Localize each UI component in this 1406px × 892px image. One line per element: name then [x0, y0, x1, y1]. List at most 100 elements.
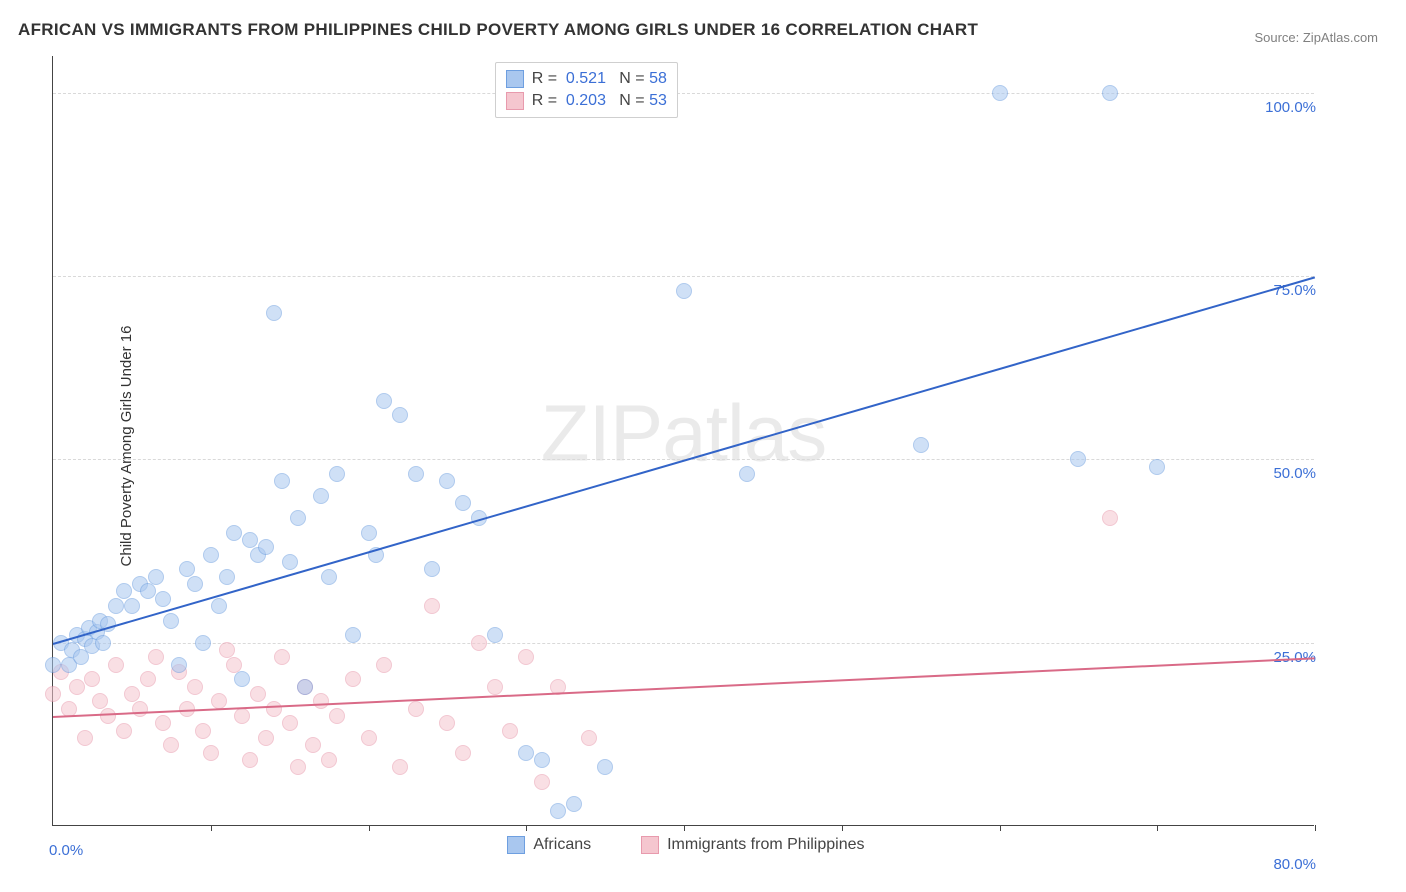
- x-origin-label: 0.0%: [49, 842, 83, 859]
- series-legend-item: Africans: [507, 836, 591, 854]
- data-point: [1102, 510, 1118, 526]
- data-point: [455, 745, 471, 761]
- data-point: [45, 686, 61, 702]
- legend-r-text: R = 0.521 N = 58: [532, 68, 667, 90]
- data-point: [195, 635, 211, 651]
- watermark: ZIPatlas: [541, 387, 826, 479]
- data-point: [226, 525, 242, 541]
- data-point: [203, 547, 219, 563]
- data-point: [408, 701, 424, 717]
- legend-r-text: R = 0.203 N = 53: [532, 90, 667, 112]
- data-point: [211, 598, 227, 614]
- data-point: [219, 642, 235, 658]
- data-point: [676, 283, 692, 299]
- data-point: [219, 569, 235, 585]
- data-point: [155, 715, 171, 731]
- data-point: [95, 635, 111, 651]
- plot-area: ZIPatlas 25.0%50.0%75.0%100.0%0.0%80.0%R…: [52, 56, 1314, 826]
- y-tick-label: 50.0%: [1273, 465, 1316, 482]
- data-point: [424, 561, 440, 577]
- data-point: [124, 598, 140, 614]
- data-point: [329, 466, 345, 482]
- data-point: [392, 759, 408, 775]
- data-point: [290, 759, 306, 775]
- data-point: [108, 598, 124, 614]
- x-tick: [684, 825, 685, 831]
- data-point: [1070, 451, 1086, 467]
- legend-swatch: [506, 70, 524, 88]
- data-point: [258, 730, 274, 746]
- data-point: [913, 437, 929, 453]
- data-point: [739, 466, 755, 482]
- data-point: [234, 708, 250, 724]
- data-point: [502, 723, 518, 739]
- data-point: [108, 657, 124, 673]
- data-point: [116, 723, 132, 739]
- data-point: [69, 679, 85, 695]
- data-point: [274, 473, 290, 489]
- data-point: [282, 554, 298, 570]
- data-point: [203, 745, 219, 761]
- data-point: [100, 708, 116, 724]
- data-point: [124, 686, 140, 702]
- data-point: [518, 745, 534, 761]
- data-point: [321, 752, 337, 768]
- data-point: [1102, 85, 1118, 101]
- data-point: [597, 759, 613, 775]
- x-tick: [369, 825, 370, 831]
- x-tick: [526, 825, 527, 831]
- data-point: [84, 671, 100, 687]
- data-point: [581, 730, 597, 746]
- data-point: [313, 693, 329, 709]
- data-point: [171, 657, 187, 673]
- trend-line: [53, 657, 1315, 718]
- x-tick: [1157, 825, 1158, 831]
- legend-swatch: [506, 92, 524, 110]
- gridline: [53, 643, 1314, 644]
- x-tick: [211, 825, 212, 831]
- data-point: [266, 701, 282, 717]
- data-point: [258, 539, 274, 555]
- y-tick-label: 75.0%: [1273, 282, 1316, 299]
- series-legend-label: Immigrants from Philippines: [667, 836, 864, 854]
- data-point: [487, 627, 503, 643]
- series-legend-item: Immigrants from Philippines: [641, 836, 864, 854]
- data-point: [140, 671, 156, 687]
- x-tick: [842, 825, 843, 831]
- data-point: [242, 752, 258, 768]
- data-point: [566, 796, 582, 812]
- gridline: [53, 93, 1314, 94]
- data-point: [361, 525, 377, 541]
- data-point: [266, 305, 282, 321]
- data-point: [345, 627, 361, 643]
- data-point: [392, 407, 408, 423]
- data-point: [329, 708, 345, 724]
- data-point: [116, 583, 132, 599]
- data-point: [45, 657, 61, 673]
- data-point: [163, 613, 179, 629]
- legend-swatch: [507, 836, 525, 854]
- data-point: [550, 803, 566, 819]
- data-point: [518, 649, 534, 665]
- data-point: [179, 561, 195, 577]
- data-point: [361, 730, 377, 746]
- data-point: [187, 576, 203, 592]
- data-point: [140, 583, 156, 599]
- y-tick-label: 100.0%: [1265, 99, 1316, 116]
- correlation-legend: R = 0.521 N = 58R = 0.203 N = 53: [495, 62, 678, 118]
- series-legend: Africans Immigrants from Philippines: [507, 836, 864, 854]
- data-point: [132, 701, 148, 717]
- data-point: [297, 679, 313, 695]
- data-point: [1149, 459, 1165, 475]
- data-point: [471, 635, 487, 651]
- data-point: [455, 495, 471, 511]
- data-point: [534, 774, 550, 790]
- data-point: [282, 715, 298, 731]
- data-point: [242, 532, 258, 548]
- data-point: [439, 715, 455, 731]
- data-point: [439, 473, 455, 489]
- data-point: [148, 649, 164, 665]
- correlation-legend-row: R = 0.521 N = 58: [506, 68, 667, 90]
- data-point: [376, 657, 392, 673]
- data-point: [345, 671, 361, 687]
